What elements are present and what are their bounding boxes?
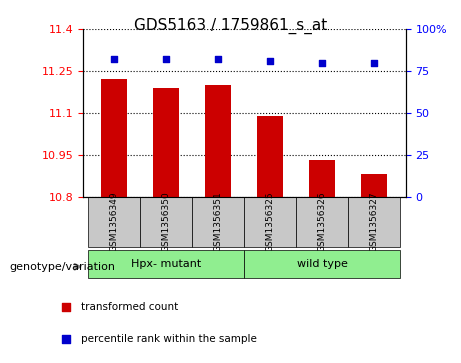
Point xyxy=(63,337,70,342)
Text: Hpx- mutant: Hpx- mutant xyxy=(131,259,201,269)
FancyBboxPatch shape xyxy=(244,197,296,247)
Text: genotype/variation: genotype/variation xyxy=(9,262,115,272)
Text: GSM1356327: GSM1356327 xyxy=(370,191,379,252)
Text: GSM1356326: GSM1356326 xyxy=(318,191,327,252)
FancyBboxPatch shape xyxy=(349,197,401,247)
Point xyxy=(163,56,170,62)
Text: GSM1356349: GSM1356349 xyxy=(110,191,119,252)
Bar xyxy=(205,85,231,197)
Point xyxy=(319,60,326,65)
Text: GSM1356351: GSM1356351 xyxy=(214,191,223,252)
FancyBboxPatch shape xyxy=(244,250,401,278)
Text: transformed count: transformed count xyxy=(81,302,178,312)
Bar xyxy=(257,115,284,197)
Text: wild type: wild type xyxy=(297,259,348,269)
Bar xyxy=(101,79,127,197)
Point xyxy=(215,56,222,62)
Text: GDS5163 / 1759861_s_at: GDS5163 / 1759861_s_at xyxy=(134,18,327,34)
Text: GSM1356325: GSM1356325 xyxy=(266,191,275,252)
Bar xyxy=(361,174,387,197)
Text: GSM1356350: GSM1356350 xyxy=(162,191,171,252)
Point xyxy=(371,60,378,65)
Point xyxy=(266,58,274,64)
FancyBboxPatch shape xyxy=(88,197,140,247)
FancyBboxPatch shape xyxy=(296,197,349,247)
FancyBboxPatch shape xyxy=(88,250,244,278)
Bar xyxy=(153,88,179,197)
Text: percentile rank within the sample: percentile rank within the sample xyxy=(81,334,257,344)
FancyBboxPatch shape xyxy=(192,197,244,247)
Point xyxy=(63,304,70,310)
FancyBboxPatch shape xyxy=(140,197,192,247)
Bar xyxy=(309,160,336,197)
Point xyxy=(111,56,118,62)
